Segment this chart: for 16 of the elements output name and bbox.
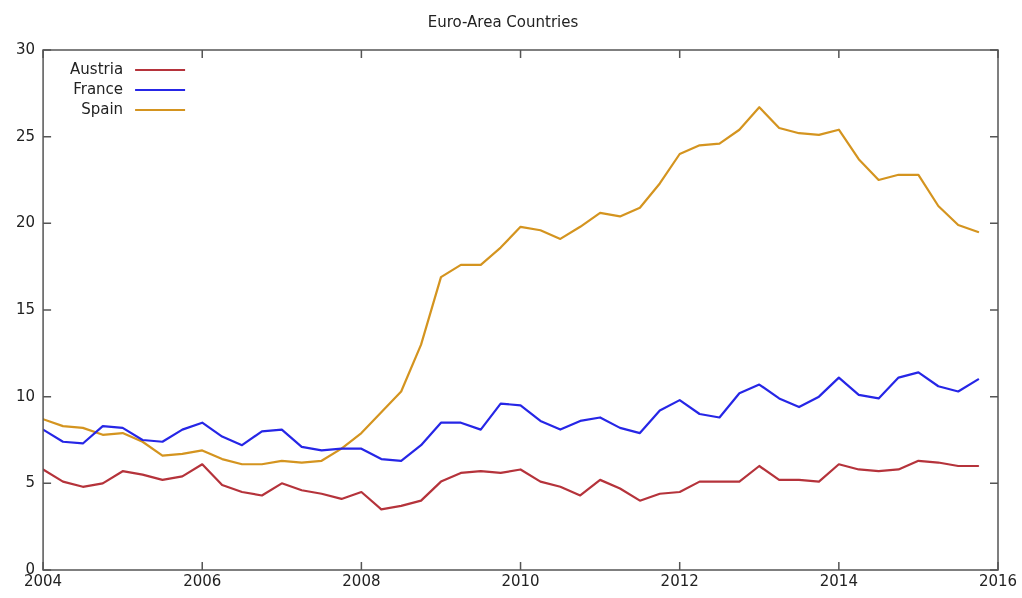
legend-label: Austria bbox=[70, 59, 124, 78]
chart-title: Euro-Area Countries bbox=[427, 12, 579, 31]
x-tick-label: 2016 bbox=[978, 571, 1018, 590]
y-tick-label: 10 bbox=[15, 386, 36, 405]
x-tick-label: 2014 bbox=[819, 571, 858, 590]
y-tick-label: 15 bbox=[15, 299, 36, 318]
y-tick-label: 25 bbox=[15, 126, 36, 145]
x-tick-label: 2008 bbox=[342, 571, 381, 590]
legend-label: Spain bbox=[81, 99, 124, 118]
y-tick-label: 20 bbox=[15, 213, 36, 232]
legend-label: France bbox=[73, 79, 124, 98]
x-tick-label: 2012 bbox=[660, 571, 699, 590]
y-tick-label: 30 bbox=[15, 39, 36, 58]
x-tick-label: 2006 bbox=[183, 571, 222, 590]
y-tick-label: 5 bbox=[25, 473, 36, 492]
x-tick-label: 2010 bbox=[501, 571, 540, 590]
